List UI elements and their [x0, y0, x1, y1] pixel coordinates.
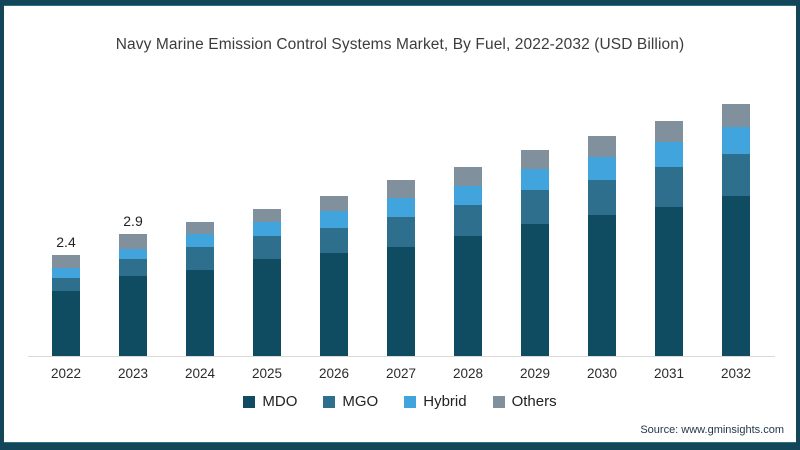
segment-others-2028: [454, 167, 482, 186]
legend-label-mdo: MDO: [262, 393, 298, 410]
segment-others-2024: [186, 221, 214, 235]
segment-mgo-2026: [320, 227, 348, 254]
x-tick-2023: 2023: [117, 366, 149, 381]
stacked-bar-2028: [454, 167, 482, 356]
x-tick-2027: 2027: [385, 366, 417, 381]
x-tick-2022: 2022: [50, 366, 82, 381]
legend: MDO MGO Hybrid Others: [0, 393, 800, 410]
segment-mgo-2031: [655, 166, 683, 207]
frame-border-top: [0, 0, 800, 6]
stacked-bar-2032: [722, 104, 750, 356]
value-label-2022: 2.4: [56, 234, 76, 251]
legend-item-others: Others: [492, 393, 557, 410]
segment-mgo-2025: [253, 236, 281, 260]
x-tick-2030: 2030: [586, 366, 618, 381]
legend-label-mgo: MGO: [342, 393, 379, 410]
legend-swatch-mgo: [323, 395, 336, 408]
segment-hybrid-2032: [722, 127, 750, 155]
segment-others-2031: [655, 120, 683, 142]
segment-others-2022: [52, 255, 80, 268]
segment-mdo-2032: [722, 196, 750, 356]
stacked-bar-2024: [186, 221, 214, 356]
x-tick-2026: 2026: [318, 366, 350, 381]
source-note: Source: www.gminsights.com: [640, 424, 784, 436]
frame-border-bottom: [0, 442, 800, 450]
frame-border-right: [796, 0, 800, 450]
stacked-bar-2030: [588, 135, 616, 357]
stacked-bar-2023: [119, 234, 147, 356]
x-axis-line: [28, 356, 775, 357]
segment-mdo-2031: [655, 206, 683, 356]
segment-mgo-2030: [588, 179, 616, 216]
segment-mgo-2032: [722, 154, 750, 197]
legend-item-hybrid: Hybrid: [404, 393, 467, 410]
stacked-bar-2027: [387, 179, 415, 356]
legend-swatch-others: [492, 395, 505, 408]
segment-hybrid-2023: [119, 248, 147, 260]
segment-others-2025: [253, 209, 281, 222]
stacked-bar-2029: [521, 150, 549, 356]
segment-mdo-2023: [119, 276, 147, 356]
stacked-bar-2022: [52, 255, 80, 356]
segment-mdo-2026: [320, 253, 348, 356]
frame-border-left: [0, 0, 4, 450]
x-tick-2029: 2029: [519, 366, 551, 381]
segment-mgo-2027: [387, 217, 415, 247]
legend-label-others: Others: [511, 393, 557, 410]
segment-others-2032: [722, 104, 750, 128]
segment-others-2027: [387, 179, 415, 199]
legend-label-hybrid: Hybrid: [423, 393, 467, 410]
segment-mgo-2024: [186, 246, 214, 270]
x-tick-2028: 2028: [452, 366, 484, 381]
segment-others-2023: [119, 234, 147, 249]
segment-hybrid-2026: [320, 211, 348, 228]
segment-mgo-2029: [521, 190, 549, 224]
x-tick-2032: 2032: [720, 366, 752, 381]
segment-mdo-2024: [186, 269, 214, 356]
segment-mdo-2025: [253, 259, 281, 356]
stacked-bar-2026: [320, 196, 348, 356]
legend-swatch-mdo: [243, 395, 256, 408]
chart-title: Navy Marine Emission Control Systems Mar…: [115, 36, 685, 53]
segment-mdo-2029: [521, 223, 549, 356]
segment-others-2030: [588, 135, 616, 157]
segment-hybrid-2025: [253, 221, 281, 237]
segment-hybrid-2031: [655, 141, 683, 167]
segment-mgo-2028: [454, 204, 482, 237]
segment-hybrid-2022: [52, 267, 80, 279]
segment-hybrid-2027: [387, 198, 415, 218]
value-label-2023: 2.9: [123, 213, 143, 230]
x-tick-2025: 2025: [251, 366, 283, 381]
segment-hybrid-2028: [454, 185, 482, 205]
segment-mdo-2027: [387, 246, 415, 356]
legend-item-mdo: MDO: [243, 393, 297, 410]
segment-mdo-2022: [52, 290, 80, 356]
segment-hybrid-2029: [521, 169, 549, 191]
stacked-bar-2031: [655, 120, 683, 356]
segment-mdo-2028: [454, 236, 482, 356]
segment-hybrid-2030: [588, 156, 616, 180]
legend-swatch-hybrid: [404, 395, 417, 408]
segment-mgo-2023: [119, 259, 147, 277]
x-tick-2024: 2024: [184, 366, 216, 381]
segment-mgo-2022: [52, 278, 80, 291]
segment-others-2029: [521, 150, 549, 170]
segment-others-2026: [320, 196, 348, 212]
segment-hybrid-2024: [186, 234, 214, 247]
legend-item-mgo: MGO: [323, 393, 378, 410]
x-tick-2031: 2031: [653, 366, 685, 381]
segment-mdo-2030: [588, 215, 616, 356]
stacked-bar-2025: [253, 209, 281, 356]
